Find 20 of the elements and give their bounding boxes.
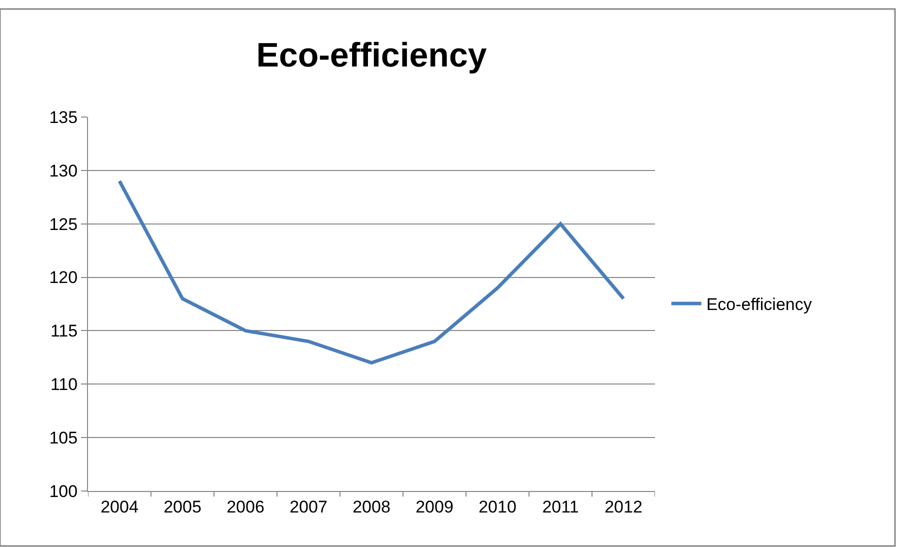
x-tick-label: 2010	[478, 497, 516, 516]
y-tick-label: 105	[49, 428, 78, 448]
y-tick-label: 120	[49, 268, 78, 288]
chart-title: Eco-efficiency	[256, 36, 487, 75]
y-tick-label: 115	[50, 322, 78, 341]
x-tick-label: 2008	[352, 497, 390, 516]
x-tick-label: 2012	[604, 497, 642, 516]
x-tick-label: 2009	[416, 497, 454, 516]
y-tick-label: 130	[49, 161, 78, 180]
x-tick-label: 2004	[100, 497, 138, 516]
y-tick-label: 125	[49, 214, 78, 234]
y-tick-label: 135	[49, 108, 78, 127]
line-series	[118, 179, 626, 365]
y-tick-label: 100	[49, 482, 78, 501]
x-tick-label: 2007	[290, 497, 328, 516]
x-tick-label: 2011	[542, 497, 579, 516]
x-tick-label: 2006	[226, 497, 264, 516]
x-tick-label: 2005	[164, 497, 202, 516]
legend-label: Eco-efficiency	[706, 295, 812, 314]
y-tick-label: 110	[50, 375, 78, 394]
